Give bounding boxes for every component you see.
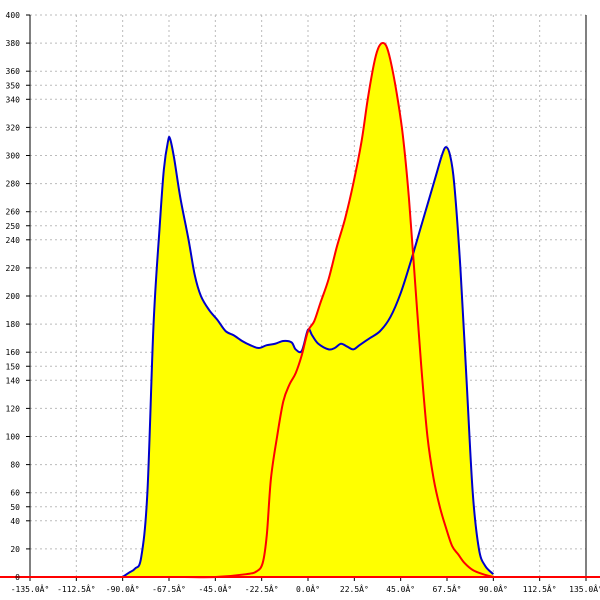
series-lines <box>122 41 495 579</box>
red-series-area <box>122 42 494 578</box>
axes <box>0 14 600 581</box>
x-tick-label: -90.0Â° <box>106 583 140 594</box>
red-series-line <box>122 41 494 579</box>
x-tick-label: -112.5Â° <box>57 583 96 594</box>
y-tick-label: 240 <box>6 236 21 245</box>
tick-labels: -135.0Â° -112.5Â° -90.0Â° -67.5Â° -45.0Â° -22… <box>6 11 600 594</box>
y-tick-label: 0 <box>15 573 20 582</box>
y-tick-label: 380 <box>6 39 21 48</box>
y-tick-label: 100 <box>6 433 21 442</box>
y-tick-label: 320 <box>6 123 21 132</box>
y-tick-label: 200 <box>6 292 21 301</box>
y-tick-label: 80 <box>10 461 20 470</box>
y-tick-label: 350 <box>6 81 21 90</box>
y-tick-label: 50 <box>10 503 20 512</box>
x-tick-label: -22.5Â° <box>245 583 279 594</box>
y-tick-label: 300 <box>6 152 21 161</box>
y-tick-label: 280 <box>6 180 21 189</box>
y-tick-label: 260 <box>6 208 21 217</box>
y-tick-label: 60 <box>10 489 20 498</box>
y-tick-label: 150 <box>6 362 21 371</box>
x-tick-label: 67.5Â° <box>433 583 462 594</box>
x-tick-label: -135.0Â° <box>11 583 50 594</box>
x-tick-label: 112.5Â° <box>523 583 557 594</box>
y-tick-label: 340 <box>6 95 21 104</box>
x-tick-label: 22.5Â° <box>340 583 369 594</box>
x-tick-label: 90.0Â° <box>479 583 508 594</box>
blue-series-line <box>122 135 495 578</box>
y-tick-label: 20 <box>10 545 20 554</box>
y-tick-label: 400 <box>6 11 21 20</box>
area-fill <box>122 42 494 578</box>
y-tick-label: 250 <box>6 222 21 231</box>
y-tick-label: 220 <box>6 264 21 273</box>
y-tick-label: 40 <box>10 517 20 526</box>
x-tick-label: 0.0Â° <box>296 583 320 594</box>
x-tick-label: 45.0Â° <box>386 583 415 594</box>
x-tick-label: -67.5Â° <box>152 583 186 594</box>
y-tick-label: 120 <box>6 404 21 413</box>
y-tick-label: 180 <box>6 320 21 329</box>
x-tick-label: -45.0Â° <box>198 583 232 594</box>
y-tick-label: 160 <box>6 348 21 357</box>
y-tick-label: 360 <box>6 67 21 76</box>
x-tick-label: 135.0Â° <box>569 583 600 594</box>
y-tick-label: 140 <box>6 376 21 385</box>
